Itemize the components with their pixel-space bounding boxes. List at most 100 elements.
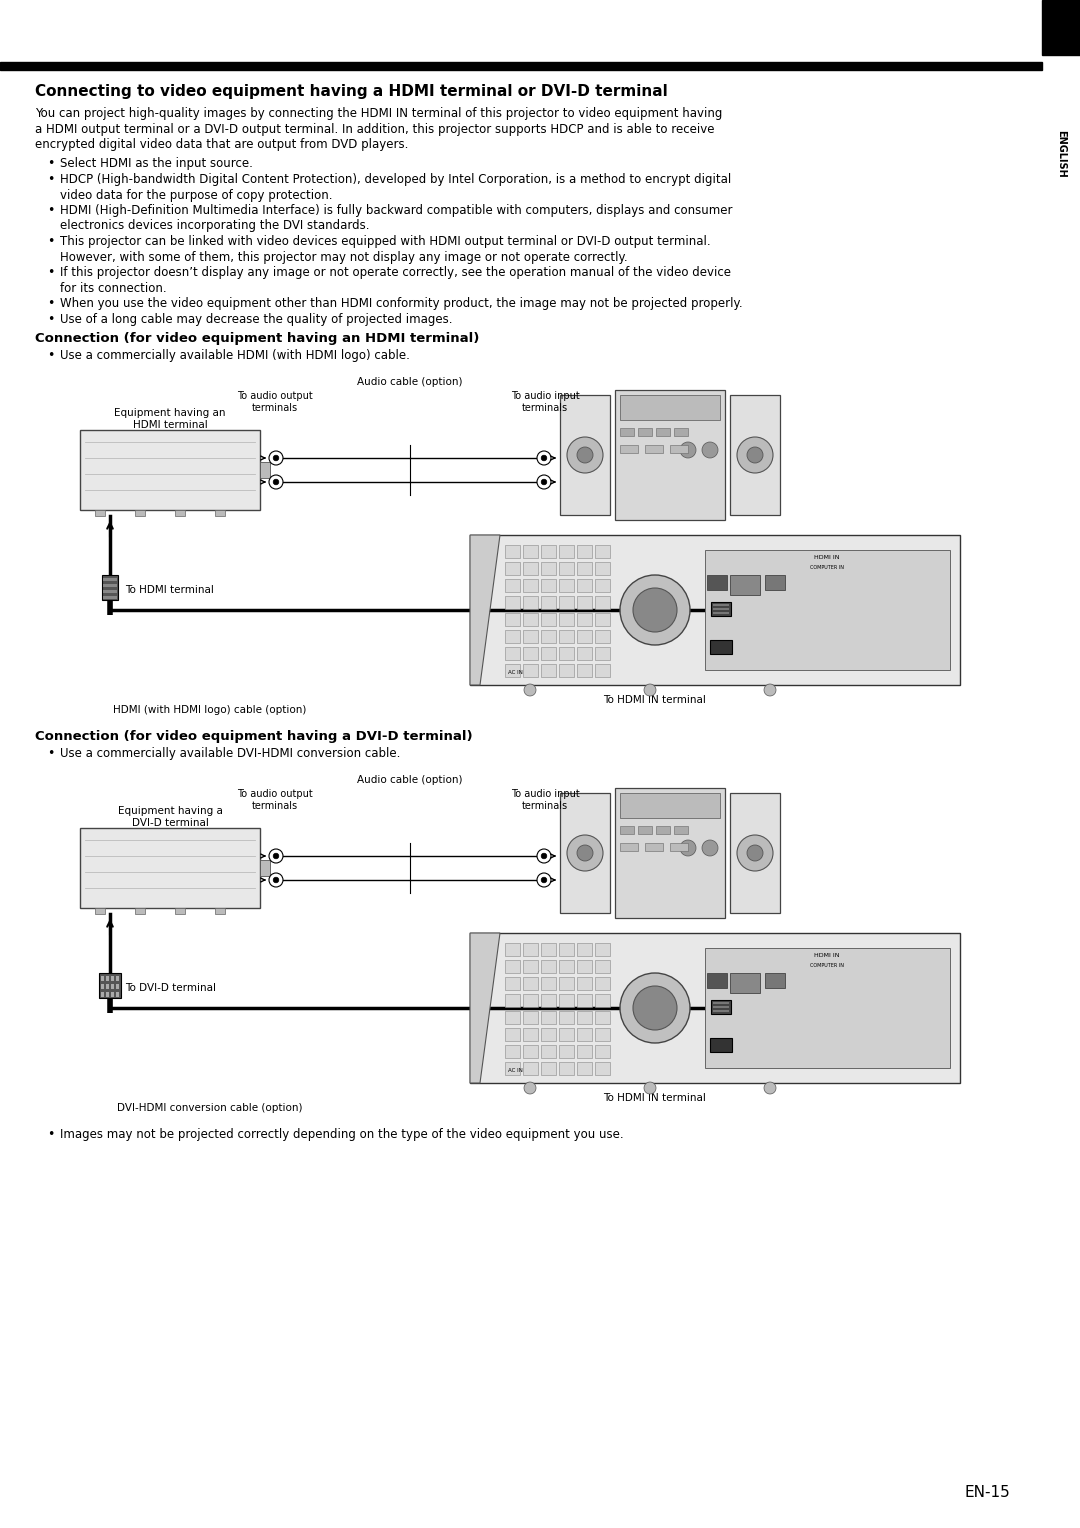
Bar: [710, 1038, 732, 1051]
Bar: [505, 630, 519, 643]
Bar: [505, 1045, 519, 1057]
Bar: [765, 973, 785, 989]
Circle shape: [269, 872, 283, 886]
Bar: [577, 960, 592, 973]
Bar: [1042, 0, 1080, 55]
Text: DVI-HDMI conversion cable (option): DVI-HDMI conversion cable (option): [118, 1103, 302, 1112]
Bar: [707, 973, 727, 989]
Bar: [541, 579, 556, 591]
Circle shape: [737, 437, 773, 474]
Bar: [523, 646, 538, 660]
Text: To audio output
terminals: To audio output terminals: [238, 391, 313, 413]
Circle shape: [764, 1082, 777, 1094]
Bar: [175, 908, 185, 914]
Bar: [103, 590, 117, 593]
Circle shape: [577, 448, 593, 463]
Bar: [674, 428, 688, 435]
Bar: [559, 1062, 573, 1076]
Circle shape: [747, 845, 762, 860]
Bar: [595, 1028, 610, 1041]
Bar: [175, 510, 185, 516]
Bar: [106, 984, 109, 989]
Bar: [541, 630, 556, 643]
Bar: [559, 562, 573, 575]
Bar: [707, 575, 727, 590]
Circle shape: [541, 877, 546, 883]
Text: Images may not be projected correctly depending on the type of the video equipme: Images may not be projected correctly de…: [60, 1128, 623, 1141]
Bar: [523, 1028, 538, 1041]
Text: •: •: [48, 747, 54, 759]
Bar: [116, 984, 119, 989]
Bar: [523, 960, 538, 973]
Bar: [577, 1045, 592, 1057]
Circle shape: [269, 451, 283, 465]
Bar: [713, 1010, 729, 1012]
Bar: [505, 1062, 519, 1076]
Circle shape: [680, 840, 696, 856]
Text: To audio input
terminals: To audio input terminals: [511, 788, 579, 810]
Text: AC IN: AC IN: [508, 1068, 523, 1073]
Bar: [505, 646, 519, 660]
Bar: [577, 562, 592, 575]
Bar: [713, 613, 729, 614]
Bar: [645, 843, 663, 851]
Circle shape: [273, 853, 279, 859]
Circle shape: [567, 437, 603, 474]
Bar: [102, 976, 104, 981]
Bar: [620, 827, 634, 834]
Circle shape: [524, 1082, 536, 1094]
Text: This projector can be linked with video devices equipped with HDMI output termin: This projector can be linked with video …: [60, 235, 711, 248]
Bar: [730, 793, 780, 914]
Bar: [559, 630, 573, 643]
Bar: [710, 640, 732, 654]
Bar: [523, 613, 538, 626]
Circle shape: [577, 845, 593, 860]
Bar: [541, 1045, 556, 1057]
Bar: [730, 973, 760, 993]
Circle shape: [620, 973, 690, 1044]
Bar: [595, 1045, 610, 1057]
Bar: [541, 960, 556, 973]
Bar: [577, 630, 592, 643]
Bar: [615, 390, 725, 520]
Circle shape: [567, 834, 603, 871]
Text: To HDMI terminal: To HDMI terminal: [125, 585, 214, 594]
Bar: [730, 575, 760, 594]
Bar: [523, 596, 538, 610]
Bar: [559, 1045, 573, 1057]
Bar: [215, 510, 225, 516]
Bar: [595, 1062, 610, 1076]
Bar: [106, 992, 109, 996]
Bar: [541, 976, 556, 990]
Bar: [577, 1062, 592, 1076]
Circle shape: [737, 834, 773, 871]
Text: HDMI (High-Definition Multimedia Interface) is fully backward compatible with co: HDMI (High-Definition Multimedia Interfa…: [60, 205, 732, 217]
Bar: [505, 613, 519, 626]
Bar: [559, 665, 573, 677]
Bar: [577, 596, 592, 610]
Bar: [577, 613, 592, 626]
Circle shape: [541, 455, 546, 461]
Bar: [559, 1028, 573, 1041]
Bar: [620, 396, 720, 420]
Bar: [523, 579, 538, 591]
Text: •: •: [48, 348, 54, 362]
Text: COMPUTER IN: COMPUTER IN: [810, 963, 843, 969]
Text: video data for the purpose of copy protection.: video data for the purpose of copy prote…: [60, 188, 333, 202]
Bar: [102, 575, 118, 601]
Circle shape: [747, 448, 762, 463]
Text: Equipment having a
DVI-D terminal: Equipment having a DVI-D terminal: [118, 805, 222, 828]
Text: for its connection.: for its connection.: [60, 281, 166, 295]
Bar: [505, 1028, 519, 1041]
Bar: [713, 604, 729, 607]
Circle shape: [702, 442, 718, 458]
Text: electronics devices incorporating the DVI standards.: electronics devices incorporating the DV…: [60, 220, 369, 232]
Bar: [595, 1012, 610, 1024]
Circle shape: [633, 986, 677, 1030]
Text: Connection (for video equipment having a DVI-D terminal): Connection (for video equipment having a…: [35, 730, 473, 743]
Bar: [541, 943, 556, 957]
Bar: [595, 995, 610, 1007]
Bar: [559, 995, 573, 1007]
Bar: [523, 630, 538, 643]
Bar: [559, 943, 573, 957]
